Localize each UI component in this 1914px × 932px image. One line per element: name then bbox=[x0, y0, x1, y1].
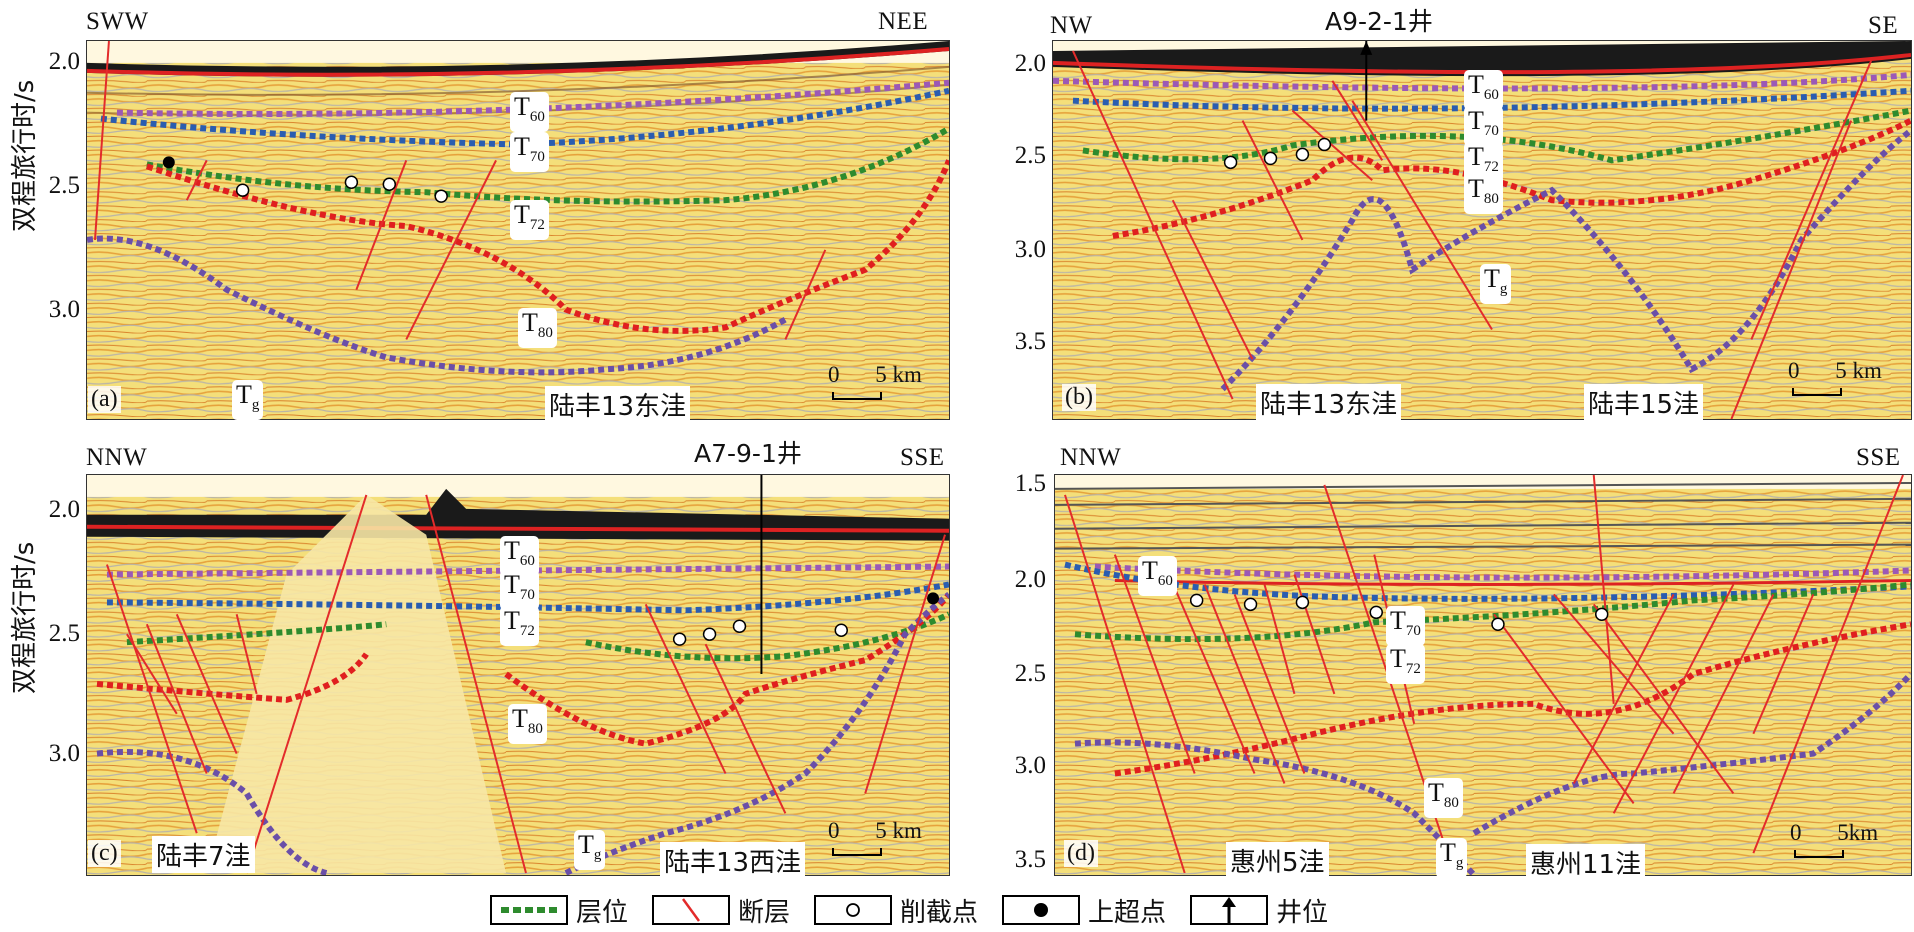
direction-left-c: NNW bbox=[86, 444, 148, 471]
horizon-label-c-tg: Tg bbox=[574, 830, 606, 871]
tick-d-2: 2.0 bbox=[1014, 566, 1046, 593]
horizon-label-d-t72: T72 bbox=[1386, 644, 1425, 685]
legend-well-label: 井位 bbox=[1276, 897, 1329, 928]
horizon-label-b-t80: T80 bbox=[1464, 174, 1503, 215]
area-label-d-2: 惠州11洼 bbox=[1526, 844, 1646, 881]
panel-id-c: (c) bbox=[88, 840, 121, 867]
y-axis-label-c: 双程旅行时/s bbox=[10, 541, 40, 694]
tick-a-2: 2.5 bbox=[48, 172, 80, 199]
horizon-label-a-t60: T60 bbox=[510, 92, 549, 133]
area-label-c-1: 陆丰7洼 bbox=[152, 836, 255, 873]
tick-c-3: 3.0 bbox=[48, 740, 80, 767]
scale-bar-c: 0 5 km bbox=[828, 818, 938, 858]
tick-b-1: 2.0 bbox=[1014, 50, 1046, 77]
tick-b-2: 2.5 bbox=[1014, 142, 1046, 169]
horizon-label-b-tg: Tg bbox=[1480, 264, 1512, 305]
scale-bar-b: 0 5 km bbox=[1788, 358, 1898, 398]
direction-right-c: SSE bbox=[900, 444, 945, 471]
well-label-b: A9-2-1井 bbox=[1325, 7, 1433, 36]
legend-onlap-label: 上超点 bbox=[1088, 897, 1167, 928]
y-axis-label-a: 双程旅行时/s bbox=[10, 79, 40, 232]
tick-a-3: 3.0 bbox=[48, 296, 80, 323]
horizon-label-a-tg: Tg bbox=[232, 380, 264, 421]
well-label-c: A7-9-1井 bbox=[694, 439, 802, 468]
legend-fault-swatch bbox=[652, 895, 731, 925]
scale-bar-a: 0 5 km bbox=[828, 362, 938, 402]
legend-truncation-label: 削截点 bbox=[900, 897, 979, 928]
horizon-label-d-t80: T80 bbox=[1424, 778, 1463, 819]
seismic-section-d bbox=[1055, 475, 1911, 875]
legend-horizon-swatch bbox=[490, 895, 568, 925]
direction-left-b: NW bbox=[1050, 12, 1093, 39]
panel-id-b: (b) bbox=[1062, 384, 1096, 411]
tick-a-1: 2.0 bbox=[48, 48, 80, 75]
horizon-label-c-t72: T72 bbox=[500, 606, 539, 647]
direction-left-d: NNW bbox=[1060, 444, 1122, 471]
seismic-panel-d bbox=[1054, 474, 1912, 876]
legend-onlap-swatch bbox=[1002, 895, 1081, 925]
horizon-label-a-t80: T80 bbox=[518, 308, 557, 349]
area-label-b-1: 陆丰13东洼 bbox=[1256, 384, 1402, 421]
legend-well-swatch bbox=[1190, 895, 1269, 925]
horizon-label-b-t70: T70 bbox=[1464, 106, 1503, 147]
area-label-b-2: 陆丰15洼 bbox=[1584, 384, 1704, 421]
tick-b-3: 3.0 bbox=[1014, 236, 1046, 263]
direction-right-d: SSE bbox=[1856, 444, 1901, 471]
tick-d-3: 2.5 bbox=[1014, 660, 1046, 687]
area-label-d-1: 惠州5洼 bbox=[1226, 842, 1329, 879]
area-label-c-2: 陆丰13西洼 bbox=[660, 842, 806, 879]
tick-d-4: 3.0 bbox=[1014, 752, 1046, 779]
horizon-label-d-tg: Tg bbox=[1436, 838, 1468, 879]
area-label-a-1: 陆丰13东洼 bbox=[545, 386, 691, 423]
horizon-label-c-t70: T70 bbox=[500, 570, 539, 611]
panel-id-d: (d) bbox=[1064, 840, 1098, 867]
horizon-label-a-t70: T70 bbox=[510, 132, 549, 173]
tick-b-4: 3.5 bbox=[1014, 328, 1046, 355]
tick-d-1: 1.5 bbox=[1014, 470, 1046, 497]
seismic-panel-c bbox=[86, 474, 950, 876]
direction-left-a: SWW bbox=[86, 8, 149, 35]
horizon-label-b-t60: T60 bbox=[1464, 70, 1503, 111]
direction-right-b: SE bbox=[1868, 12, 1899, 39]
tick-d-5: 3.5 bbox=[1014, 846, 1046, 873]
legend-horizon-label: 层位 bbox=[576, 897, 629, 928]
tick-c-2: 2.5 bbox=[48, 620, 80, 647]
horizon-label-a-t72: T72 bbox=[510, 200, 549, 241]
horizon-label-d-t60: T60 bbox=[1138, 556, 1177, 597]
seismic-section-c bbox=[87, 475, 949, 875]
tick-c-1: 2.0 bbox=[48, 496, 80, 523]
horizon-label-c-t60: T60 bbox=[500, 536, 539, 577]
legend: 层位 断层 削截点 上超点 井位 bbox=[490, 893, 1329, 928]
horizon-label-d-t70: T70 bbox=[1386, 606, 1425, 647]
direction-right-a: NEE bbox=[878, 8, 929, 35]
horizon-label-c-t80: T80 bbox=[508, 704, 547, 745]
legend-truncation-swatch bbox=[814, 895, 893, 925]
panel-id-a: (a) bbox=[88, 386, 121, 413]
legend-fault-label: 断层 bbox=[738, 897, 791, 928]
scale-bar-d: 0 5km bbox=[1790, 820, 1900, 860]
